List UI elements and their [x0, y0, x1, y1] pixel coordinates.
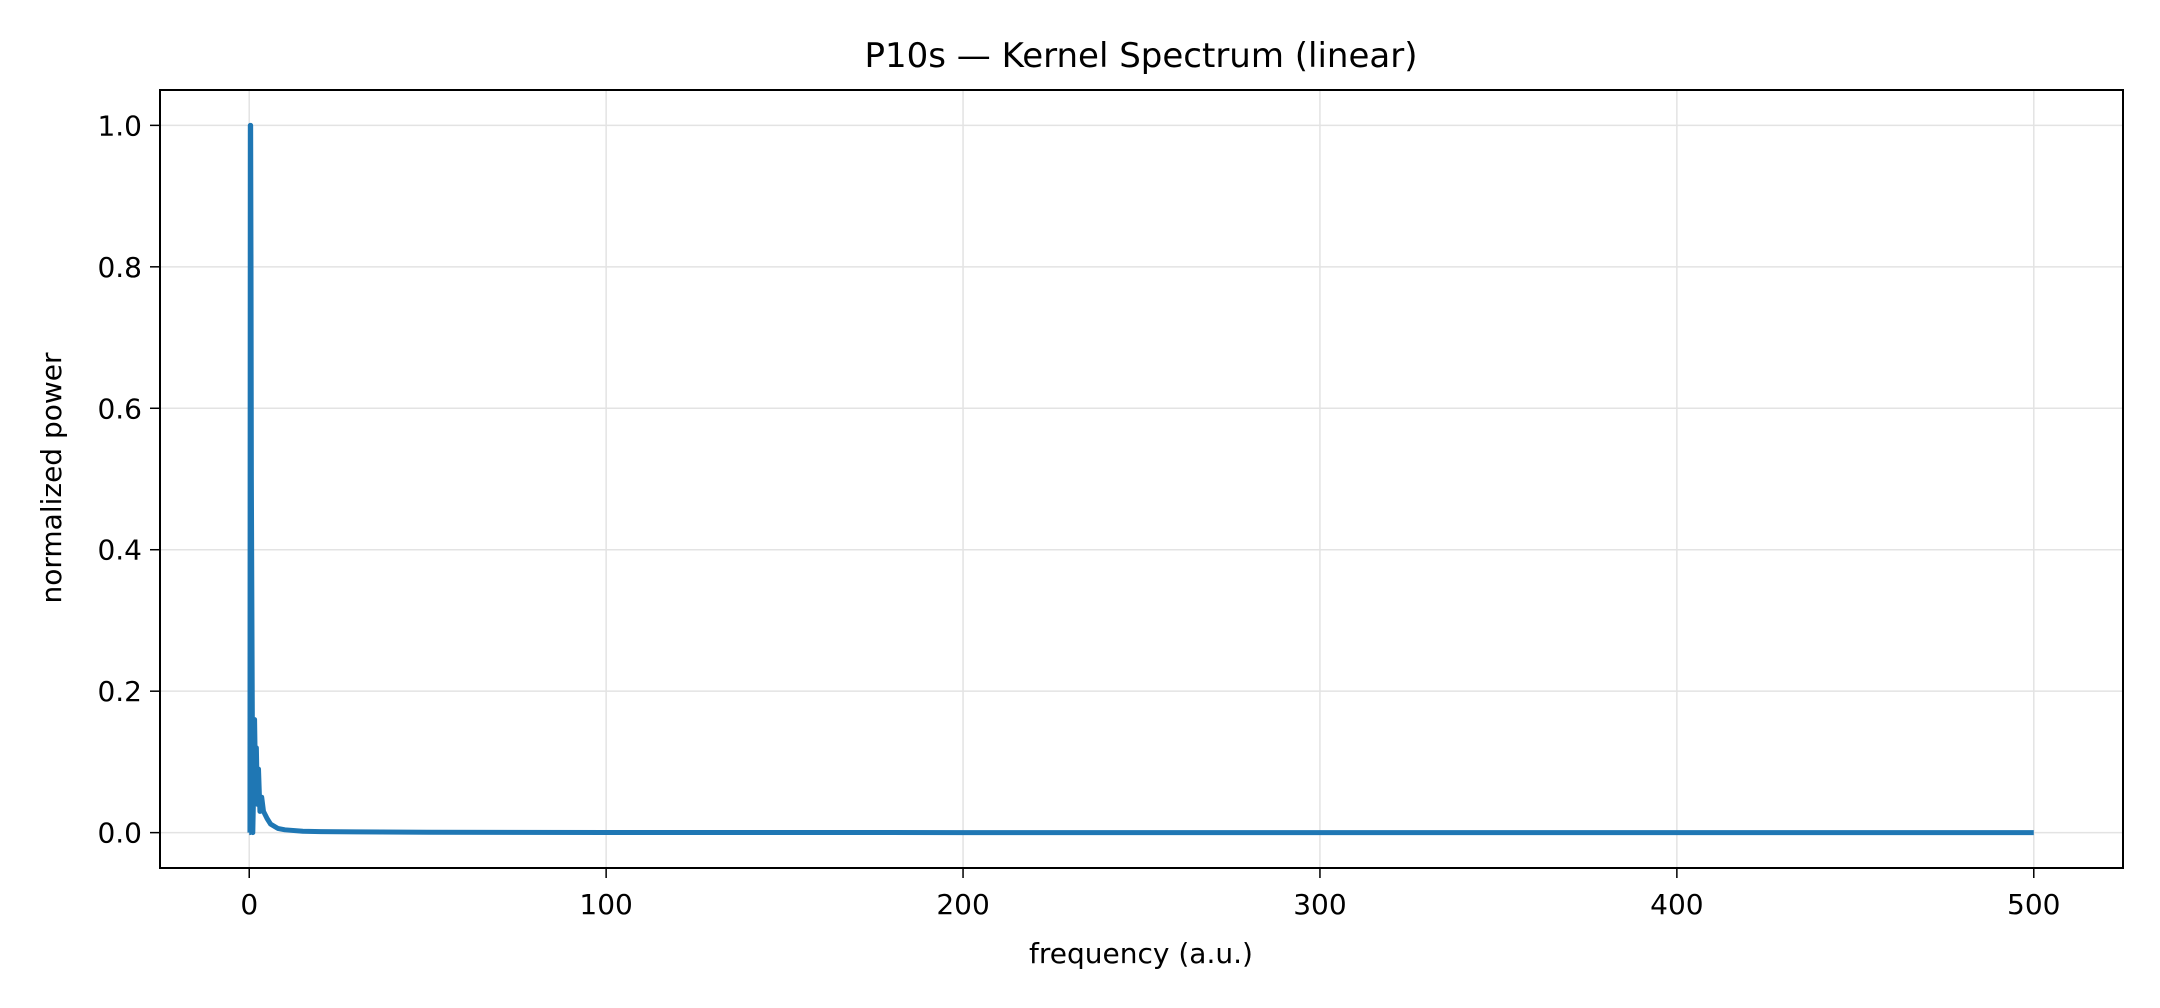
chart-title: P10s — Kernel Spectrum (linear): [865, 36, 1418, 76]
x-tick-label: 400: [1650, 888, 1703, 921]
y-tick-label: 0.2: [97, 675, 142, 708]
plot-frame: [159, 89, 2124, 869]
y-tick-label: 0.4: [97, 534, 142, 567]
x-tick-label: 100: [579, 888, 632, 921]
x-axis-label: frequency (a.u.): [1029, 937, 1253, 970]
y-axis-label: normalized power: [35, 352, 68, 604]
y-tick-label: 0.6: [97, 392, 142, 425]
series-layer: [247, 122, 2034, 836]
y-axis: 0.0 0.2 0.4 0.6 0.8 1.0: [97, 109, 160, 850]
series-line: [247, 122, 2034, 836]
x-tick-label: 0: [240, 888, 258, 921]
y-tick-label: 0.8: [97, 251, 142, 284]
x-axis: 0 100 200 300 400 500: [240, 868, 2060, 921]
y-tick-label: 0.0: [97, 817, 142, 850]
x-tick-label: 200: [936, 888, 989, 921]
y-tick-label: 1.0: [97, 109, 142, 142]
x-tick-label: 500: [2007, 888, 2060, 921]
x-tick-label: 300: [1293, 888, 1346, 921]
